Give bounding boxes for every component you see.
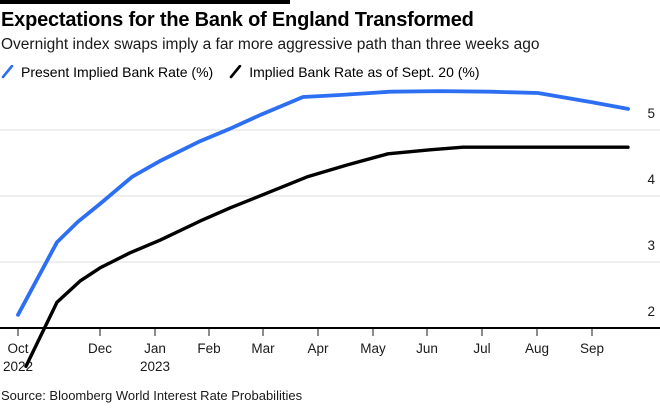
x-axis-month-label: Jul — [473, 341, 490, 356]
chart-subtitle: Overnight index swaps imply a far more a… — [1, 36, 540, 53]
top-accent-bar — [0, 0, 290, 4]
x-axis-month-label: Sep — [580, 341, 604, 356]
source-attribution: Source: Bloomberg World Interest Rate Pr… — [1, 388, 303, 403]
y-axis-label: 3 — [647, 238, 655, 253]
x-axis-month-label: Dec — [88, 341, 112, 356]
legend-label-present: Present Implied Bank Rate (%) — [21, 64, 214, 80]
x-axis-month-label: Oct — [7, 341, 28, 356]
chart-title: Expectations for the Bank of England Tra… — [1, 9, 474, 31]
series-line — [24, 145, 630, 368]
x-axis-month-label: Mar — [251, 341, 275, 356]
y-axis-label: 2 — [647, 304, 655, 319]
black-slash-icon — [229, 65, 242, 79]
legend-item-present: Present Implied Bank Rate (%) — [1, 64, 213, 80]
x-axis-month-label: May — [360, 341, 386, 356]
blue-slash-icon — [1, 65, 14, 79]
blue-slash-line — [1, 65, 14, 79]
x-axis-month-label: Aug — [525, 341, 549, 356]
legend-label-sept20: Implied Bank Rate as of Sept. 20 (%) — [249, 64, 480, 80]
black-slash-line — [229, 65, 242, 79]
y-axis-label: 5 — [647, 106, 655, 121]
x-axis-month-label: Apr — [307, 341, 329, 356]
legend: Present Implied Bank Rate (%) Implied Ba… — [1, 64, 480, 80]
legend-item-sept20: Implied Bank Rate as of Sept. 20 (%) — [229, 64, 480, 80]
x-axis-year-label: 2023 — [140, 359, 170, 374]
y-axis-label: 4 — [647, 172, 655, 187]
x-axis-year-label: 2022 — [3, 359, 33, 374]
x-axis-month-label: Jan — [144, 341, 166, 356]
x-axis-month-label: Feb — [197, 341, 220, 356]
series-line — [16, 89, 630, 317]
x-axis-month-label: Jun — [416, 341, 438, 356]
